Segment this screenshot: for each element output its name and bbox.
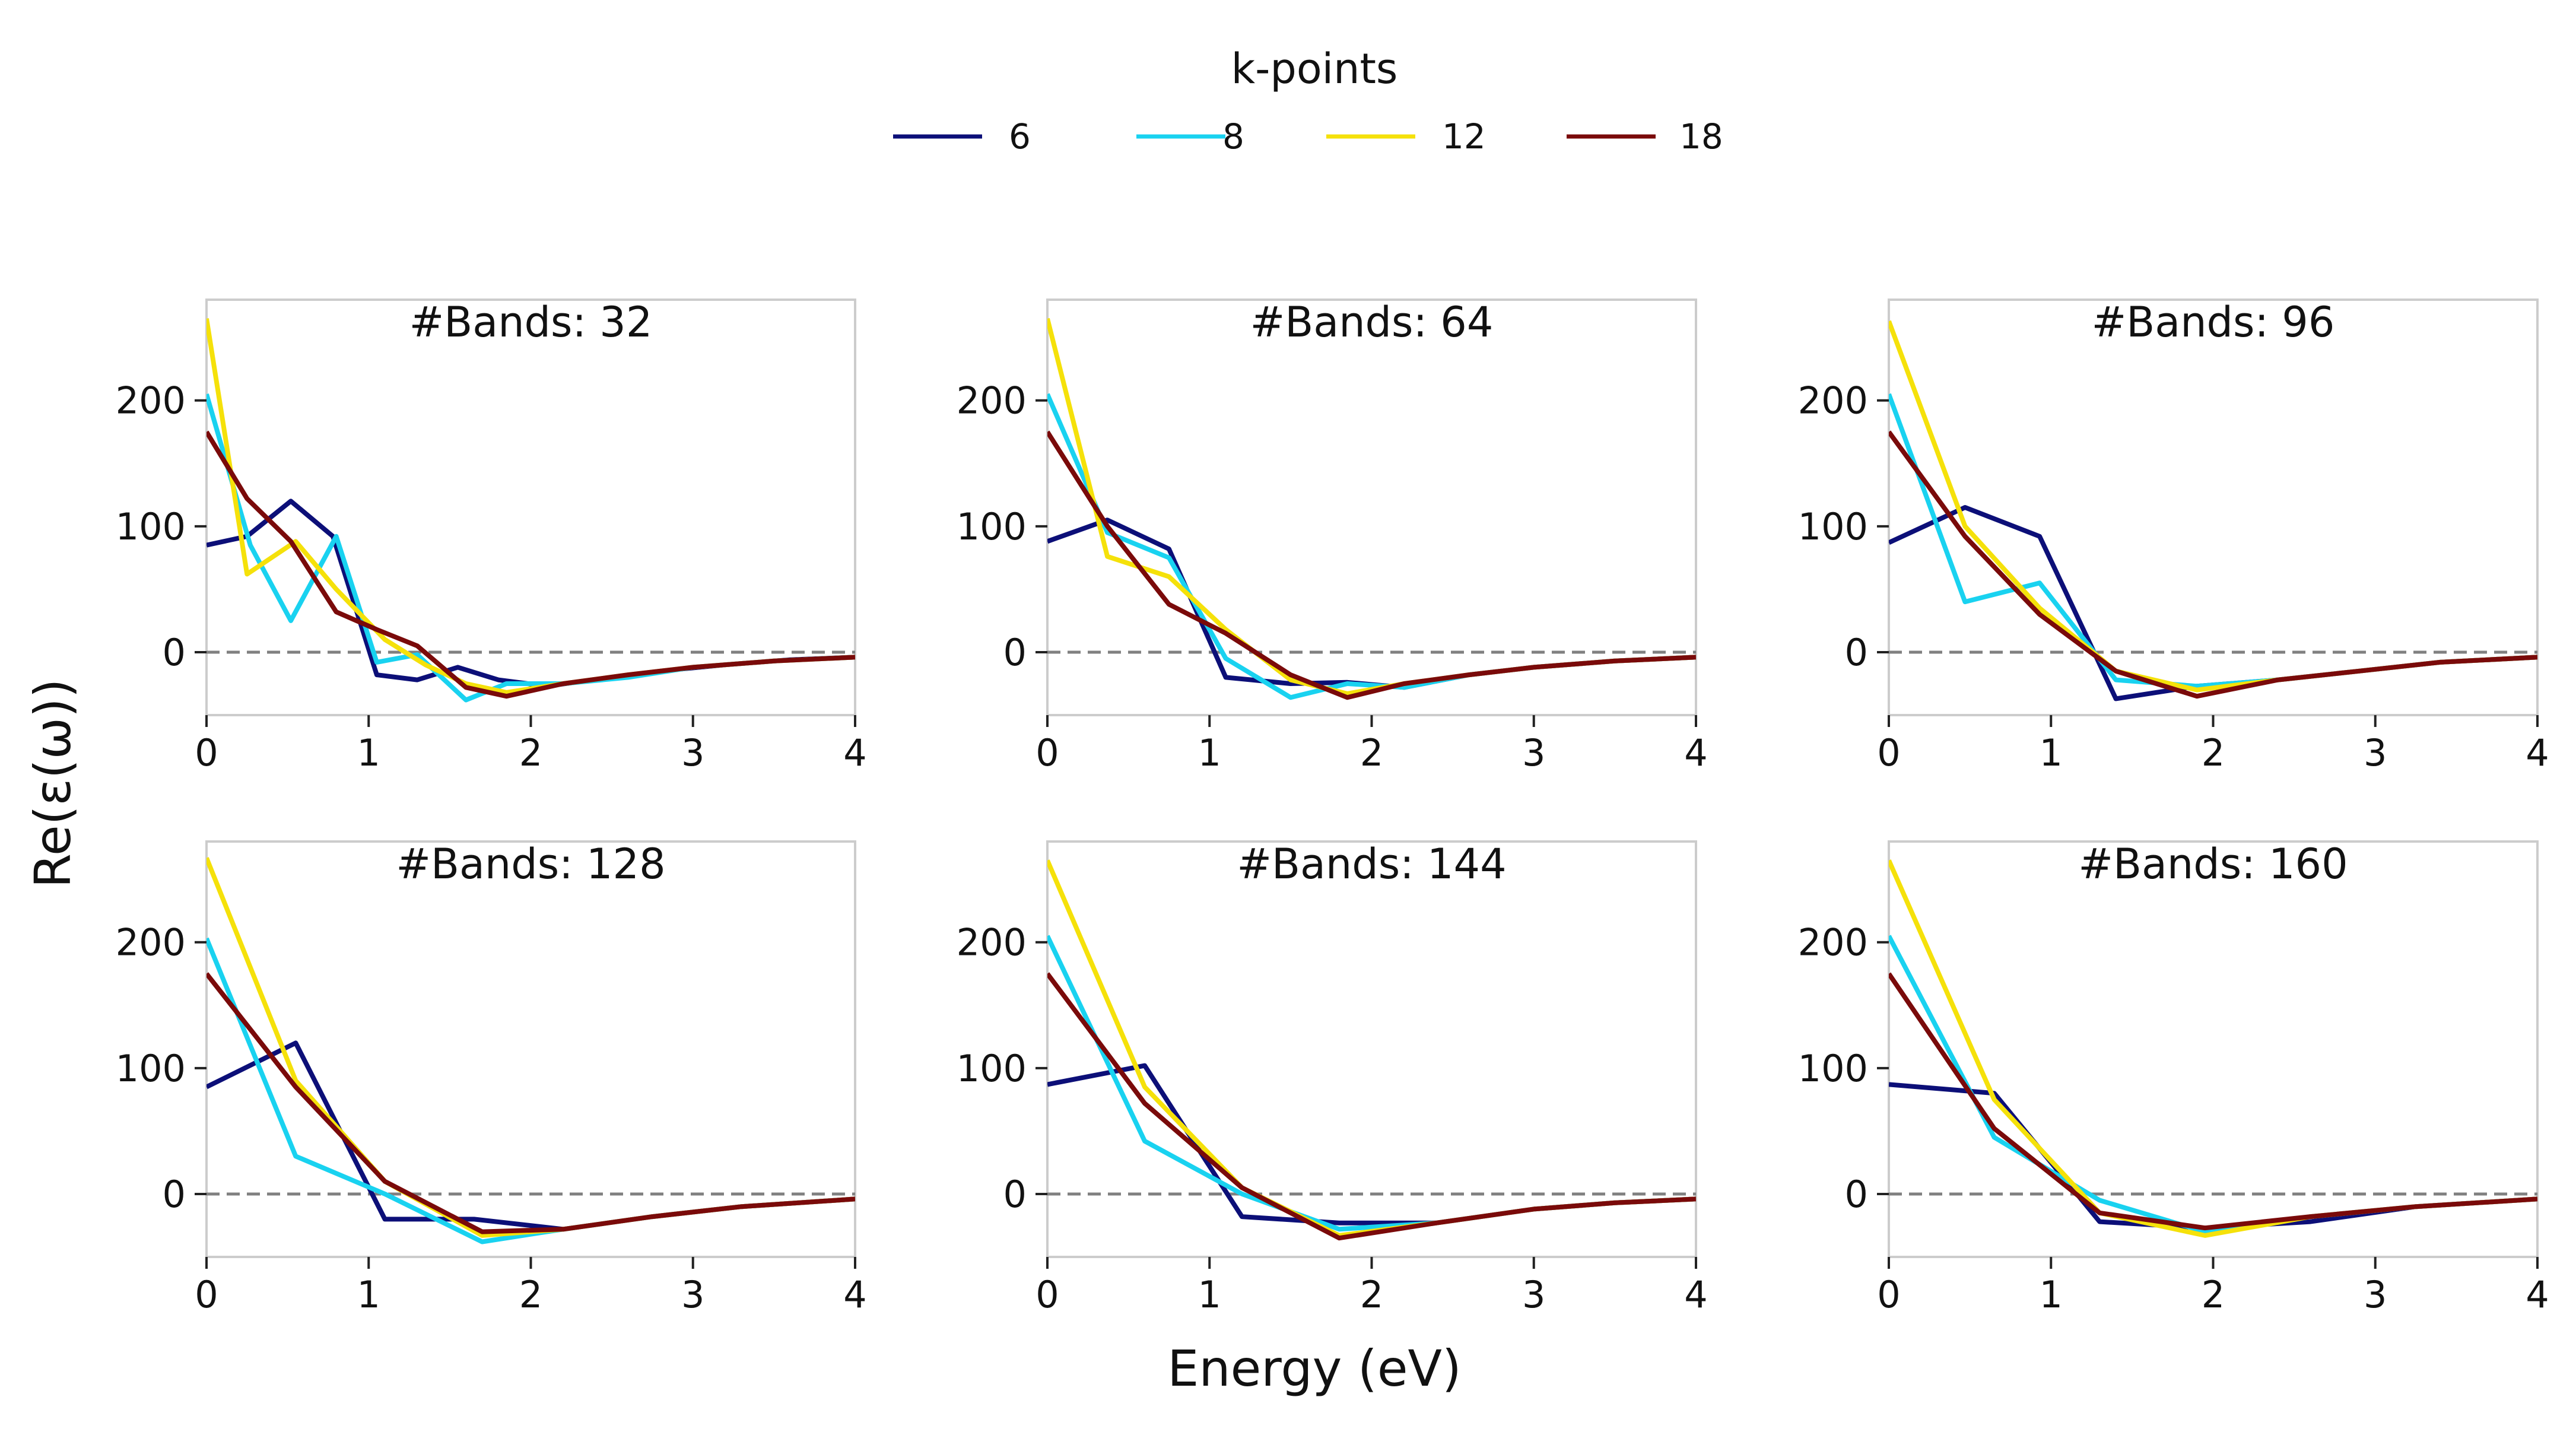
legend: k-points 6 8 12 18: [893, 45, 1723, 157]
x-tick-label: 3: [681, 731, 704, 774]
subplot-title: #Bands: 96: [2092, 298, 2335, 347]
x-tick-label: 4: [843, 1273, 866, 1316]
legend-title: k-points: [1231, 45, 1398, 93]
series-line-k18: [207, 972, 855, 1234]
x-tick-label: 1: [1198, 1273, 1221, 1316]
x-tick-label: 1: [2040, 731, 2063, 774]
series-line-k12: [207, 857, 855, 1238]
y-tick-label: 200: [957, 921, 1027, 964]
y-tick-label: 100: [116, 505, 186, 548]
y-tick-label: 200: [116, 379, 186, 423]
y-tick-label: 200: [957, 379, 1027, 423]
series-line-k18: [1889, 430, 2537, 699]
y-tick-label: 100: [957, 1047, 1027, 1090]
y-tick-label: 100: [957, 505, 1027, 548]
series-line-k12: [1889, 859, 2537, 1238]
x-tick-label: 2: [2202, 731, 2225, 774]
series-group: [1047, 317, 1696, 700]
subplot-6: 0 1 2 3 4 0 100 200 #Bands: 160: [1798, 840, 2549, 1316]
x-tick-label: 1: [2040, 1273, 2063, 1316]
x-tick-label: 0: [1877, 731, 1900, 774]
legend-label-8: 8: [1222, 116, 1244, 157]
x-tick-label: 4: [2526, 1273, 2549, 1316]
series-line-k18: [207, 430, 855, 699]
subplot-title: #Bands: 32: [409, 298, 653, 347]
x-tick-label: 0: [1877, 1273, 1900, 1316]
y-tick-label: 200: [1798, 921, 1868, 964]
series-line-k12: [1047, 317, 1696, 696]
y-axis-label: Re(ε(ω)): [24, 678, 82, 888]
legend-label-6: 6: [1009, 116, 1031, 157]
y-tick-label: 100: [1798, 505, 1868, 548]
y-tick-label: 0: [1003, 1173, 1027, 1216]
series-line-k8: [1889, 393, 2537, 689]
y-tick-label: 0: [1845, 1173, 1868, 1216]
series-line-k18: [1047, 972, 1696, 1241]
x-tick-label: 3: [2364, 731, 2387, 774]
y-tick-label: 0: [163, 1173, 186, 1216]
y-tick-label: 100: [116, 1047, 186, 1090]
x-tick-label: 2: [1360, 1273, 1383, 1316]
x-tick-label: 2: [1360, 731, 1383, 774]
y-tick-label: 0: [1845, 631, 1868, 674]
subplot-4: 0 1 2 3 4 0 100 200 #Bands: 128: [116, 840, 867, 1316]
series-line-k12: [1889, 320, 2537, 693]
series-group: [207, 318, 855, 703]
subplot-title: #Bands: 128: [396, 840, 665, 888]
y-tick-label: 0: [1003, 631, 1027, 674]
series-group: [207, 857, 855, 1244]
y-tick-label: 200: [1798, 379, 1868, 423]
subplot-title: #Bands: 144: [1237, 840, 1506, 888]
x-axis-label: Energy (eV): [1167, 1339, 1461, 1398]
series-line-k6: [207, 1040, 855, 1232]
series-group: [1889, 859, 2537, 1238]
x-tick-label: 1: [357, 1273, 380, 1316]
series-group: [1889, 320, 2537, 701]
x-tick-label: 3: [1522, 731, 1545, 774]
x-tick-label: 0: [195, 731, 218, 774]
y-tick-label: 100: [1798, 1047, 1868, 1090]
x-tick-label: 0: [1036, 731, 1059, 774]
subplot-5: 0 1 2 3 4 0 100 200 #Bands: 144: [957, 840, 1708, 1316]
series-line-k18: [1047, 430, 1696, 700]
x-tick-label: 3: [2364, 1273, 2387, 1316]
x-tick-label: 0: [1036, 1273, 1059, 1316]
y-tick-label: 0: [163, 631, 186, 674]
x-tick-label: 4: [843, 731, 866, 774]
x-tick-label: 1: [1198, 731, 1221, 774]
x-tick-label: 4: [1684, 1273, 1707, 1316]
series-line-k18: [1889, 972, 2537, 1231]
subplot-title: #Bands: 160: [2078, 840, 2348, 888]
series-line-k12: [207, 318, 855, 695]
x-tick-label: 3: [1522, 1273, 1545, 1316]
series-line-k12: [1047, 859, 1696, 1238]
series-line-k8: [207, 393, 855, 703]
x-tick-label: 4: [2526, 731, 2549, 774]
series-line-k6: [1889, 505, 2537, 701]
y-tick-label: 200: [116, 921, 186, 964]
series-group: [1047, 859, 1696, 1241]
x-tick-label: 2: [2202, 1273, 2225, 1316]
x-tick-label: 3: [681, 1273, 704, 1316]
x-tick-label: 0: [195, 1273, 218, 1316]
subplot-1: 0 1 2 3 4 0 100 200 #Bands: 32: [116, 298, 867, 774]
x-tick-label: 4: [1684, 731, 1707, 774]
subplot-3: 0 1 2 3 4 0 100 200 #Bands: 96: [1798, 298, 2549, 774]
legend-label-12: 12: [1442, 116, 1486, 157]
x-tick-label: 2: [519, 1273, 542, 1316]
subplot-2: 0 1 2 3 4 0 100 200 #Bands: 64: [957, 298, 1708, 774]
subplot-title: #Bands: 64: [1250, 298, 1494, 347]
x-tick-label: 2: [519, 731, 542, 774]
legend-label-18: 18: [1679, 116, 1723, 157]
x-tick-label: 1: [357, 731, 380, 774]
